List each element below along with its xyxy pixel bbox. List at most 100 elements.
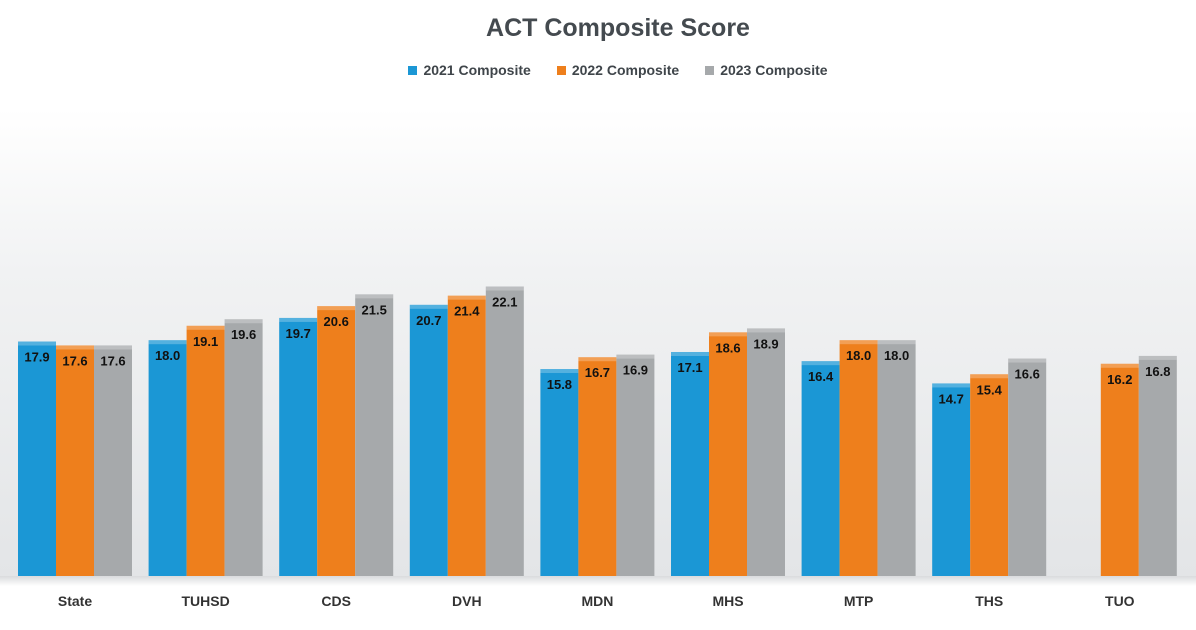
bar-tuo-2022 — [1100, 363, 1139, 576]
bar-tuo-2023 — [1138, 355, 1177, 576]
bar-state-2021 — [18, 341, 56, 576]
data-label: 16.7 — [585, 365, 610, 380]
data-label: 17.1 — [677, 360, 702, 375]
bar-highlight — [1138, 355, 1177, 360]
bar-highlight — [279, 317, 318, 322]
x-tick-label: MTP — [844, 593, 874, 609]
data-label: 18.0 — [846, 348, 871, 363]
plot-floor — [0, 576, 1196, 586]
bar-highlight — [932, 383, 971, 388]
bar-mhs-2022 — [709, 332, 747, 576]
x-tick-label: THS — [975, 593, 1003, 609]
x-tick-label: DVH — [452, 593, 482, 609]
data-label: 17.6 — [100, 353, 125, 368]
legend-swatch-2022 — [556, 65, 566, 75]
data-label: 18.9 — [753, 336, 778, 351]
bar-highlight — [447, 295, 486, 300]
data-label: 15.4 — [977, 382, 1003, 397]
bar-highlight — [224, 319, 263, 324]
x-tick-label: TUHSD — [181, 593, 229, 609]
data-label: 17.6 — [62, 353, 87, 368]
bar-highlight — [409, 304, 448, 309]
bar-mtp-2023 — [877, 340, 916, 576]
bar-dvh-2021 — [409, 304, 448, 576]
legend: 2021 Composite 2022 Composite 2023 Compo… — [0, 62, 1196, 78]
data-label: 16.9 — [623, 363, 648, 378]
data-label: 18.0 — [884, 348, 909, 363]
bar-highlight — [839, 340, 878, 345]
bar-dvh-2022 — [447, 295, 486, 576]
data-label: 20.7 — [416, 313, 441, 328]
bar-highlight — [94, 345, 132, 350]
bar-highlight — [801, 361, 840, 366]
data-label: 21.5 — [362, 302, 387, 317]
bar-highlight — [671, 351, 709, 356]
bar-mdn-2021 — [540, 369, 579, 576]
bar-highlight — [709, 332, 747, 337]
data-label: 16.6 — [1015, 367, 1040, 382]
bar-highlight — [355, 294, 394, 299]
bar-highlight — [877, 340, 916, 345]
data-label: 19.7 — [286, 326, 311, 341]
x-tick-label: MHS — [712, 593, 743, 609]
bar-highlight — [186, 325, 225, 330]
bar-state-2022 — [56, 345, 94, 576]
legend-item-2022: 2022 Composite — [556, 62, 680, 78]
bar-cds-2022 — [317, 306, 356, 576]
bar-dvh-2023 — [485, 286, 524, 576]
data-label: 16.2 — [1107, 372, 1132, 387]
legend-swatch-2023 — [705, 65, 715, 75]
bar-tuhsd-2022 — [186, 325, 225, 576]
bar-highlight — [1100, 363, 1139, 368]
data-label: 22.1 — [492, 294, 517, 309]
data-label: 17.9 — [24, 350, 49, 365]
bar-ths-2021 — [932, 383, 971, 576]
legend-swatch-2021 — [408, 65, 418, 75]
x-tick-label: TUO — [1105, 593, 1135, 609]
bar-highlight — [747, 328, 785, 333]
bar-mdn-2022 — [578, 357, 617, 576]
x-tick-label: State — [58, 593, 92, 609]
data-label: 14.7 — [939, 391, 964, 406]
bar-mhs-2023 — [747, 328, 785, 576]
bar-highlight — [578, 357, 617, 362]
bar-highlight — [616, 354, 655, 359]
bar-mtp-2022 — [839, 340, 878, 576]
data-label: 15.8 — [547, 377, 572, 392]
bar-ths-2022 — [970, 374, 1009, 576]
bar-highlight — [317, 306, 356, 311]
legend-label-2021: 2021 Composite — [423, 62, 531, 78]
legend-label-2023: 2023 Composite — [720, 62, 828, 78]
bar-tuhsd-2021 — [148, 340, 187, 576]
bar-highlight — [1008, 358, 1047, 363]
bar-cds-2021 — [279, 317, 318, 576]
data-label: 18.6 — [715, 340, 740, 355]
bar-highlight — [540, 369, 579, 374]
bar-mhs-2021 — [671, 351, 709, 576]
data-label: 19.1 — [193, 334, 218, 349]
data-label: 16.8 — [1145, 364, 1170, 379]
data-label: 19.6 — [231, 327, 256, 342]
x-tick-label: CDS — [321, 593, 351, 609]
bar-highlight — [18, 341, 56, 346]
bar-state-2023 — [94, 345, 132, 576]
data-label: 16.4 — [808, 369, 834, 384]
bar-highlight — [485, 286, 524, 291]
bar-tuhsd-2023 — [224, 319, 263, 576]
legend-item-2023: 2023 Composite — [705, 62, 828, 78]
data-label: 20.6 — [324, 314, 349, 329]
bar-mtp-2021 — [801, 361, 840, 576]
data-label: 18.0 — [155, 348, 180, 363]
legend-item-2021: 2021 Composite — [408, 62, 531, 78]
legend-label-2022: 2022 Composite — [571, 62, 680, 78]
x-tick-label: MDN — [581, 593, 613, 609]
bar-highlight — [148, 340, 187, 345]
bar-highlight — [970, 374, 1009, 379]
bar-ths-2023 — [1008, 358, 1047, 576]
bar-cds-2023 — [355, 294, 394, 576]
data-label: 21.4 — [454, 304, 480, 319]
bar-highlight — [56, 345, 94, 350]
chart-title: ACT Composite Score — [486, 14, 750, 42]
